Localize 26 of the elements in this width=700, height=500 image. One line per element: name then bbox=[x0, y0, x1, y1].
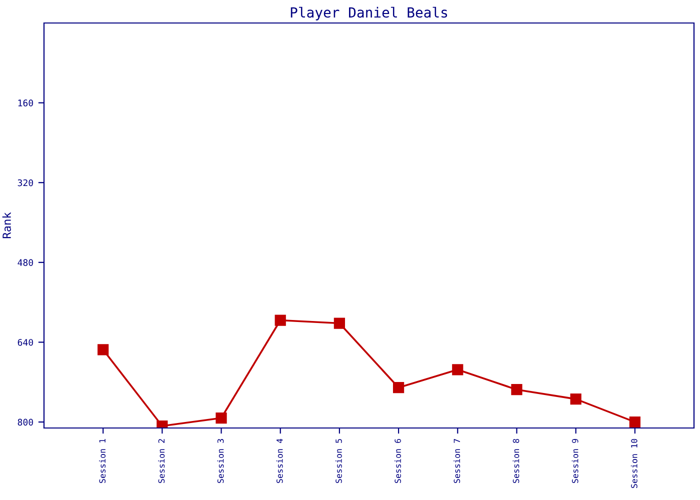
x-tick-label: Session 2 bbox=[158, 439, 165, 484]
y-tick-label: 160 bbox=[18, 100, 33, 106]
x-tick-label: Session 9 bbox=[572, 438, 578, 484]
point bbox=[511, 384, 522, 396]
point bbox=[629, 416, 640, 428]
y-axis-title: Rank bbox=[2, 212, 11, 238]
point bbox=[452, 364, 464, 376]
x-tick-label: Session 10 bbox=[630, 438, 638, 488]
x-tick-label: Session 6 bbox=[394, 438, 401, 484]
chart-title: Player Daniel Beals bbox=[290, 6, 448, 20]
x-tick-label: Session 8 bbox=[512, 438, 520, 484]
point bbox=[392, 382, 404, 394]
point bbox=[274, 314, 286, 326]
y-tick-label: 800 bbox=[18, 418, 33, 426]
y-tick-label: 480 bbox=[18, 259, 33, 266]
point bbox=[98, 344, 109, 356]
x-tick-label: Session 1 bbox=[99, 438, 106, 484]
x-tick-label: Session 3 bbox=[217, 439, 224, 484]
x-tick-label: Session 4 bbox=[276, 438, 283, 484]
point bbox=[334, 318, 346, 329]
y-tick-label: 320 bbox=[18, 179, 33, 186]
x-tick-label: Session 5 bbox=[335, 439, 342, 484]
point bbox=[570, 394, 582, 405]
point bbox=[216, 412, 227, 424]
y-tick-label: 640 bbox=[18, 338, 33, 346]
x-tick-label: Session 7 bbox=[454, 439, 460, 484]
